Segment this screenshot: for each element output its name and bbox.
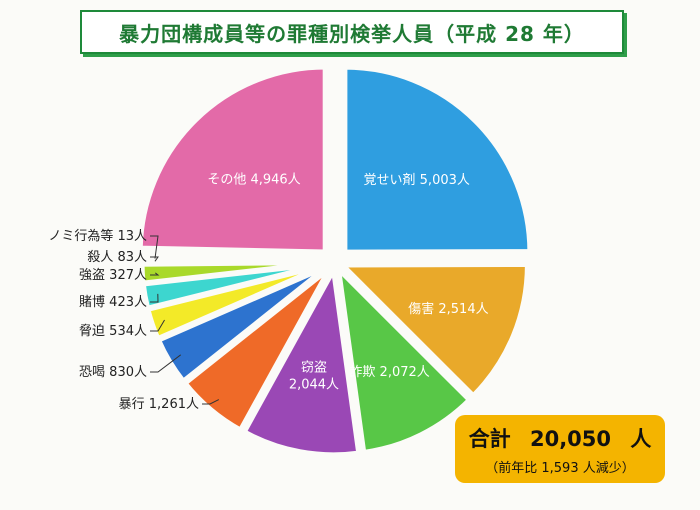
total-value: 20,050 bbox=[529, 427, 612, 451]
total-line: 合計 20,050 人 bbox=[455, 423, 665, 453]
pie-slice-4 bbox=[181, 266, 333, 434]
leader-line-8 bbox=[150, 272, 160, 276]
pie-slice-2 bbox=[335, 262, 473, 456]
slice-value-3: 2,044人 bbox=[289, 377, 339, 392]
leader-line-6 bbox=[150, 319, 165, 332]
total-unit: 人 bbox=[630, 427, 652, 451]
slice-label-4: 暴行 1,261人 bbox=[119, 397, 199, 412]
leader-line-7 bbox=[150, 293, 159, 303]
pie-slice-3 bbox=[240, 262, 362, 458]
slice-label-2: 詐欺 2,072人 bbox=[349, 364, 429, 380]
total-change-note: （前年比 1,593 人減少） bbox=[485, 461, 635, 476]
slice-label-3: 窃盗 bbox=[301, 359, 327, 375]
slice-label-8: 強盗 327人 bbox=[79, 267, 147, 283]
leader-line-4 bbox=[202, 399, 220, 405]
slice-label-5: 恐喝 830人 bbox=[79, 365, 147, 380]
leader-line-10 bbox=[150, 235, 159, 259]
total-label: 合計 bbox=[468, 427, 511, 451]
leader-line-5 bbox=[150, 354, 182, 373]
chart-title: 暴力団構成員等の罪種別検挙人員（平成 28 年） bbox=[119, 21, 585, 46]
pie-slice-11 bbox=[137, 64, 328, 255]
pie-slice-1 bbox=[336, 261, 530, 400]
slice-label-1: 傷害 2,514人 bbox=[408, 301, 488, 317]
leader-line-9 bbox=[150, 256, 159, 262]
slice-label-11: その他 4,946人 bbox=[207, 172, 300, 187]
slice-label-10: ノミ行為等 13人 bbox=[48, 228, 147, 244]
slice-label-9: 殺人 83人 bbox=[87, 250, 147, 265]
total-box: 合計 20,050 人 （前年比 1,593 人減少） bbox=[455, 415, 665, 483]
pie-slice-10 bbox=[139, 255, 328, 265]
chart-title-box: 暴力団構成員等の罪種別検挙人員（平成 28 年） bbox=[80, 10, 624, 54]
slice-label-6: 脅迫 534人 bbox=[79, 324, 147, 339]
pie-slice-0 bbox=[342, 64, 533, 255]
slice-label-0: 覚せい剤 5,003人 bbox=[364, 172, 470, 188]
slice-label-7: 賭博 423人 bbox=[79, 295, 147, 310]
